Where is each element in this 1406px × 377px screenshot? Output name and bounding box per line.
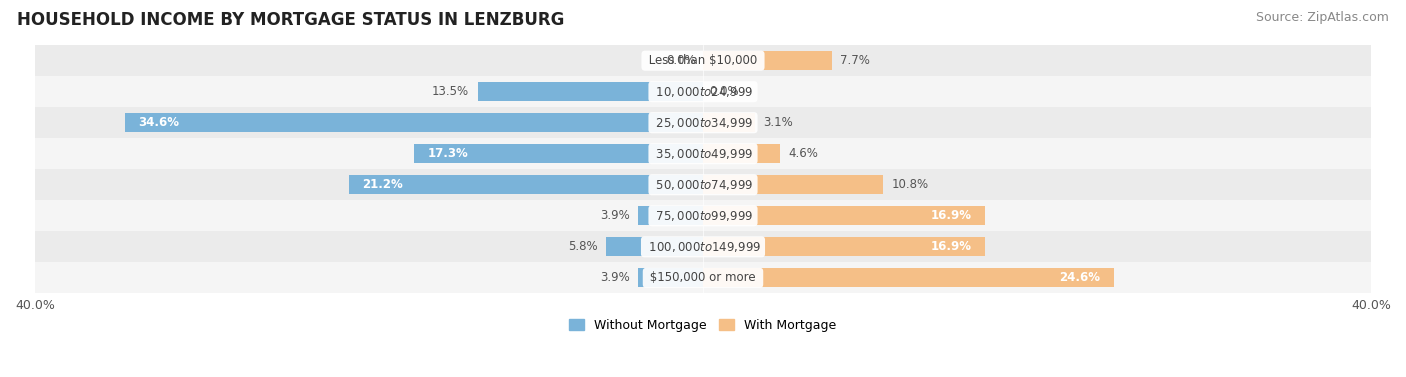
Bar [703, 113, 755, 132]
Bar [703, 268, 1114, 288]
Text: HOUSEHOLD INCOME BY MORTGAGE STATUS IN LENZBURG: HOUSEHOLD INCOME BY MORTGAGE STATUS IN L… [17, 11, 564, 29]
Text: 24.6%: 24.6% [1060, 271, 1101, 284]
Bar [606, 237, 703, 256]
Text: 5.8%: 5.8% [568, 240, 598, 253]
Text: 16.9%: 16.9% [931, 209, 972, 222]
Bar [35, 138, 1371, 169]
Bar [35, 169, 1371, 200]
Text: $75,000 to $99,999: $75,000 to $99,999 [652, 209, 754, 223]
Bar [703, 237, 986, 256]
Bar [35, 231, 1371, 262]
Bar [35, 45, 1371, 76]
Text: 7.7%: 7.7% [839, 54, 870, 67]
Bar [703, 206, 986, 225]
Text: Less than $10,000: Less than $10,000 [645, 54, 761, 67]
Bar [35, 262, 1371, 293]
Text: 13.5%: 13.5% [432, 85, 470, 98]
Bar [35, 200, 1371, 231]
Text: 3.9%: 3.9% [600, 209, 630, 222]
Bar [35, 107, 1371, 138]
Bar [638, 268, 703, 288]
Bar [638, 206, 703, 225]
Text: 3.1%: 3.1% [763, 116, 793, 129]
Text: $100,000 to $149,999: $100,000 to $149,999 [644, 240, 762, 254]
Text: 17.3%: 17.3% [427, 147, 468, 160]
Bar [703, 175, 883, 195]
Text: $50,000 to $74,999: $50,000 to $74,999 [652, 178, 754, 192]
Text: $35,000 to $49,999: $35,000 to $49,999 [652, 147, 754, 161]
Text: $25,000 to $34,999: $25,000 to $34,999 [652, 116, 754, 130]
Bar [703, 51, 831, 70]
Text: 3.9%: 3.9% [600, 271, 630, 284]
Text: 34.6%: 34.6% [138, 116, 180, 129]
Text: $10,000 to $24,999: $10,000 to $24,999 [652, 85, 754, 99]
Legend: Without Mortgage, With Mortgage: Without Mortgage, With Mortgage [569, 319, 837, 332]
Bar [349, 175, 703, 195]
Text: 0.0%: 0.0% [666, 54, 696, 67]
Text: 4.6%: 4.6% [789, 147, 818, 160]
Bar [478, 82, 703, 101]
Text: 16.9%: 16.9% [931, 240, 972, 253]
Text: Source: ZipAtlas.com: Source: ZipAtlas.com [1256, 11, 1389, 24]
Bar [703, 144, 780, 163]
Text: 21.2%: 21.2% [363, 178, 404, 191]
Bar [125, 113, 703, 132]
Bar [413, 144, 703, 163]
Text: 0.0%: 0.0% [710, 85, 740, 98]
Text: $150,000 or more: $150,000 or more [647, 271, 759, 284]
Bar [35, 76, 1371, 107]
Text: 10.8%: 10.8% [891, 178, 929, 191]
